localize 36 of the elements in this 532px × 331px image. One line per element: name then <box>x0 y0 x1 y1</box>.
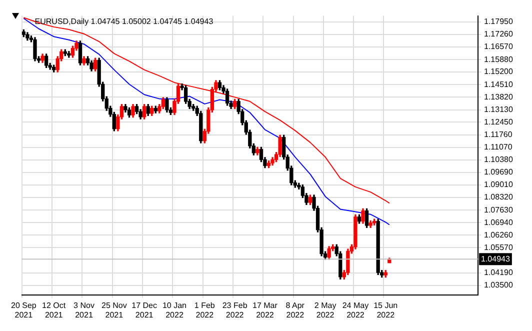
x-tick-label: 15 Jun 2022 <box>374 300 398 320</box>
y-tick-label: 1.13130 <box>484 104 514 114</box>
y-tick-label: 1.09690 <box>484 168 514 177</box>
x-tick-label: 24 May 2022 <box>342 300 369 320</box>
x-tick-label: 3 Nov 2021 <box>74 300 94 320</box>
y-tick-label: 1.10380 <box>484 155 514 164</box>
x-tick-label: 17 Mar 2022 <box>252 300 278 320</box>
y-tick-label: 1.08320 <box>484 192 514 202</box>
x-tick-label: 23 Feb 2022 <box>222 300 248 320</box>
y-tick-label: 1.04190 <box>484 268 514 278</box>
y-tick-label: 1.11070 <box>484 142 513 152</box>
y-tick-label: 1.15200 <box>484 67 514 76</box>
y-tick-label: 1.14510 <box>484 80 514 89</box>
x-tick-label: 20 Sep 2021 <box>11 300 37 320</box>
y-tick-label: 1.16570 <box>484 42 514 52</box>
x-tick-label: 1 Feb 2022 <box>194 300 216 320</box>
ref-line-label: 1.04943 <box>481 254 510 264</box>
y-tick-label: 1.17260 <box>484 30 514 39</box>
y-tick-label: 1.03500 <box>484 280 514 290</box>
y-tick-label: 1.06940 <box>484 218 514 227</box>
y-tick-label: 1.15880 <box>484 54 514 64</box>
x-tick-label: 8 Apr 2022 <box>286 300 305 320</box>
x-tick-label: 17 Dec 2021 <box>132 300 158 320</box>
x-tick-label: 2 May 2022 <box>314 300 336 320</box>
x-tick-label: 12 Oct 2021 <box>42 300 66 320</box>
y-tick-label: 1.12450 <box>484 117 514 126</box>
x-tick-label: 25 Nov 2021 <box>101 300 127 320</box>
y-tick-label: 1.07630 <box>484 205 514 214</box>
y-tick-label: 1.11760 <box>484 130 513 139</box>
chart-title: EURUSD,Daily 1.04745 1.05002 1.04745 1.04943 <box>34 17 214 26</box>
x-tick-label: 10 Jan 2022 <box>162 300 187 320</box>
y-tick-label: 1.13820 <box>484 92 514 102</box>
y-tick-label: 1.17950 <box>484 17 514 26</box>
y-tick-label: 1.06260 <box>484 230 514 240</box>
y-tick-label: 1.05570 <box>484 242 514 252</box>
y-tick-label: 1.09010 <box>484 180 514 190</box>
